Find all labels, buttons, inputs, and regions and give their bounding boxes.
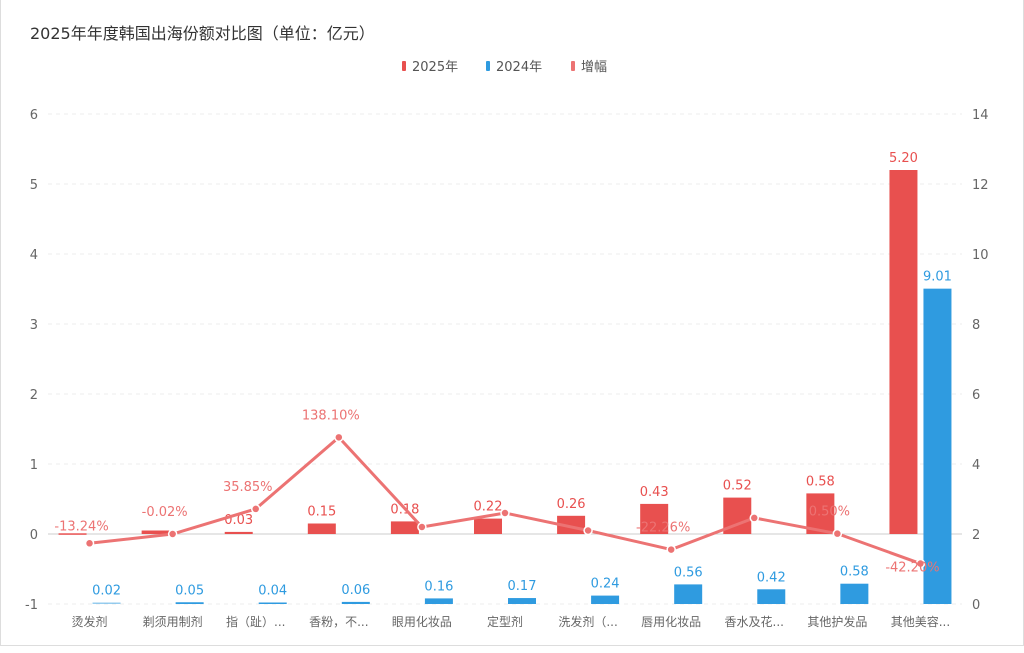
right-axis-tick: 12 — [972, 178, 989, 193]
bar-2024-label: 0.42 — [757, 570, 786, 585]
bar-2024 — [757, 589, 786, 604]
growth-point — [334, 432, 344, 443]
right-axis-tick: 6 — [972, 388, 980, 403]
left-axis-tick: 6 — [30, 108, 38, 123]
growth-point — [167, 529, 178, 539]
right-axis-tick: 2 — [972, 528, 980, 543]
bar-2025 — [474, 518, 502, 534]
growth-line — [89, 435, 921, 565]
x-axis-tick: 定型剂 — [487, 614, 523, 629]
legend-label: 2024年 — [496, 60, 543, 75]
legend-swatch — [486, 60, 490, 71]
bar-2024-label: 0.24 — [591, 577, 620, 592]
growth-point — [832, 528, 843, 539]
bar-2024-label: 0.05 — [175, 583, 204, 598]
x-axis-tick: 眼用化妆品 — [392, 615, 452, 629]
growth-point — [417, 522, 427, 532]
right-axis-tick: 4 — [972, 458, 980, 473]
bar-2024-label: 0.06 — [341, 583, 370, 598]
growth-point — [250, 504, 261, 514]
bar-2024-label: 0.16 — [424, 579, 453, 594]
bar-2024 — [674, 584, 703, 604]
bar-2025-label: 0.22 — [474, 500, 503, 515]
bar-2024 — [591, 595, 620, 604]
bar-2025 — [224, 531, 253, 534]
legend-item-2024[interactable]: 2024年 — [486, 56, 542, 75]
bar-2024 — [175, 602, 204, 604]
legend-label: 增幅 — [581, 60, 608, 75]
growth-point — [583, 525, 593, 536]
bar-2025-label: 0.52 — [723, 479, 752, 494]
bar-2024-label: 0.17 — [508, 579, 537, 594]
bar-2024-label: 0.58 — [840, 565, 869, 580]
bar-2025 — [889, 170, 918, 534]
growth-label: -22.26% — [636, 521, 690, 536]
left-axis-tick: 2 — [30, 388, 38, 403]
legend-swatch — [571, 60, 575, 71]
x-axis-tick: 其他美容... — [891, 614, 950, 629]
growth-label: -0.02% — [142, 505, 188, 520]
growth-point — [915, 558, 926, 569]
right-axis-tick: 0 — [972, 598, 980, 613]
bar-2024-label: 0.56 — [674, 565, 703, 580]
x-axis-tick: 指（趾）... — [226, 614, 285, 629]
x-axis-tick: 烫发剂 — [72, 614, 108, 629]
right-axis-tick: 8 — [972, 318, 980, 333]
bar-2024-label: 0.04 — [258, 584, 287, 599]
growth-point — [84, 538, 95, 549]
chart-title: 2025年年度韩国出海份额对比图（单位：亿元） — [30, 24, 375, 43]
bar-2024 — [508, 598, 536, 604]
x-axis-tick: 香水及花... — [725, 614, 784, 629]
bar-2024 — [424, 598, 453, 604]
right-axis-tick: 10 — [972, 248, 989, 263]
bar-2025-label: 5.20 — [889, 151, 918, 166]
growth-label: 0.50% — [809, 505, 850, 520]
bar-2024-label: 9.01 — [923, 270, 952, 285]
bar-2025-label: 0.26 — [557, 497, 586, 512]
growth-label: -42.20% — [885, 561, 939, 576]
left-axis-tick: 5 — [30, 178, 38, 193]
legend-swatch — [402, 60, 406, 71]
bar-2025-label: 0.15 — [307, 505, 336, 520]
bar-2024 — [341, 601, 370, 604]
growth-point — [666, 544, 676, 555]
legend-item-2025[interactable]: 2025年 — [402, 56, 458, 75]
x-axis-tick: 剃须用制剂 — [143, 614, 203, 629]
growth-label: 138.10% — [302, 408, 360, 423]
bar-2025 — [58, 533, 87, 535]
bar-2025-label: 0.43 — [640, 485, 669, 500]
x-axis-tick: 唇用化妆品 — [641, 615, 701, 629]
bar-2024 — [923, 288, 952, 604]
x-axis-tick: 洗发剂（... — [558, 614, 617, 629]
left-axis-tick: 1 — [30, 458, 38, 473]
growth-point — [749, 513, 760, 523]
bar-2025 — [390, 521, 419, 534]
legend-item-growth[interactable]: 增幅 — [571, 56, 607, 75]
bar-2025 — [307, 523, 336, 534]
left-axis-tick: 0 — [30, 528, 38, 543]
bar-2024 — [92, 602, 121, 604]
growth-label: -13.24% — [54, 519, 108, 534]
x-axis-tick: 其他护发品 — [807, 614, 867, 629]
growth-point — [500, 508, 510, 518]
x-axis-tick: 香粉，不... — [309, 615, 368, 629]
bar-2025-label: 0.58 — [806, 474, 835, 489]
bar-2024 — [258, 602, 287, 604]
right-axis-tick: 14 — [972, 108, 989, 123]
bar-2025 — [640, 503, 669, 534]
legend-label: 2025年 — [412, 60, 459, 75]
bar-2024-label: 0.02 — [92, 584, 121, 599]
left-axis-tick: 4 — [30, 248, 38, 263]
bar-2025 — [141, 530, 170, 534]
left-axis-tick: -1 — [25, 598, 38, 613]
growth-label: 35.85% — [223, 480, 273, 495]
left-axis-tick: 3 — [30, 318, 38, 333]
bar-2024 — [840, 583, 869, 604]
